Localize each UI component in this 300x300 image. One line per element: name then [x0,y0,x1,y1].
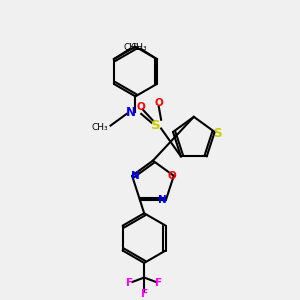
Text: S: S [213,127,222,140]
Text: F: F [141,289,148,298]
Text: CH₃: CH₃ [123,44,140,52]
Text: CH₃: CH₃ [131,44,148,52]
Text: N: N [158,195,167,205]
Text: N: N [131,171,140,181]
Text: F: F [126,278,133,288]
Text: O: O [154,98,163,108]
Text: F: F [155,278,162,288]
Text: O: O [137,102,146,112]
Text: S: S [151,119,161,132]
Text: O: O [168,171,177,181]
Text: N: N [126,106,136,119]
Text: CH₃: CH₃ [92,123,109,132]
